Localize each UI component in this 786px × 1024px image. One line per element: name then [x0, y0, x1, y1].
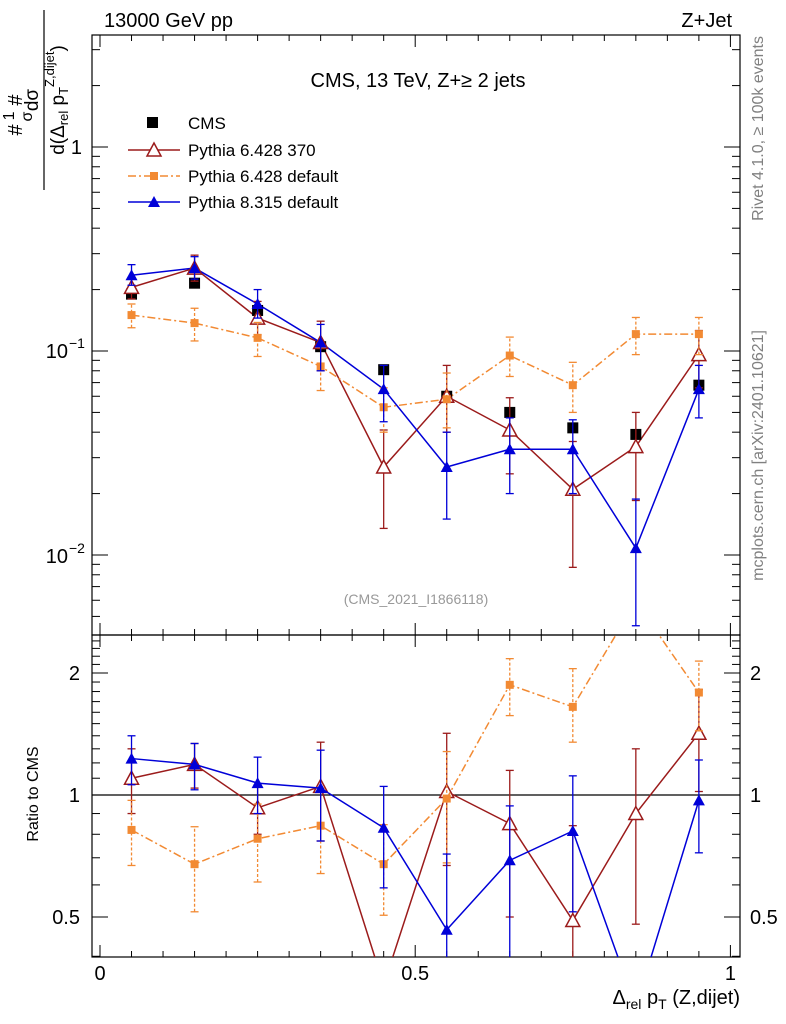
- data-point-pythia6-370: [123, 278, 140, 295]
- data-point-pythia8: [629, 542, 642, 554]
- legend-marker-pythia6-370: [145, 141, 163, 157]
- ratio-point-pythia8: [503, 854, 516, 866]
- data-point-pythia6-default: [694, 330, 703, 339]
- legend: CMS Pythia 6.428 370 Pythia 6.428 defaul…: [128, 114, 339, 212]
- data-point-pythia8: [377, 383, 390, 395]
- x-tick-label: 0.5: [401, 963, 429, 985]
- main-ylabel-text: #1σ #: [1, 94, 36, 136]
- y-tick-label-pow: 10: [46, 341, 68, 363]
- ratio-y-tick-label: 2: [69, 663, 80, 685]
- data-point-cms: [189, 277, 201, 289]
- ratio-point-pythia6-370: [377, 978, 391, 991]
- header-right: Z+Jet: [681, 10, 732, 32]
- chart-title: CMS, 13 TeV, Z+≥ 2 jets: [311, 70, 526, 92]
- ylabel-hash: #: [5, 124, 27, 136]
- data-point-pythia8: [251, 297, 264, 309]
- ratio-point-pythia8: [251, 777, 264, 789]
- y-tick-label-pow: 10: [46, 546, 68, 568]
- ylabel-dsigma: dσ: [22, 89, 43, 112]
- ratio-point-pythia8: [314, 782, 327, 794]
- y-tick-label-1: 1: [71, 137, 82, 159]
- series-line-2: [131, 314, 699, 409]
- ratio-line-1: [131, 635, 700, 866]
- ratio-point-pythia6-370: [690, 724, 708, 741]
- ylabel-one: 1: [1, 111, 18, 120]
- data-point-pythia8: [125, 269, 138, 281]
- data-point-pythia6-default: [190, 319, 199, 328]
- data-point-pythia6-370: [627, 437, 645, 454]
- data-point-pythia6-default: [568, 381, 577, 390]
- ratio-point-pythia8: [188, 758, 201, 770]
- mcplots-label: mcplots.cern.ch [arXiv:2401.10621]: [750, 330, 767, 581]
- series-line-1: [131, 267, 700, 491]
- ratio-point-pythia8: [440, 923, 453, 935]
- ratio-y-tick-label-right: 0.5: [750, 907, 778, 929]
- x-tick-label: 1: [725, 963, 736, 985]
- ratio-frame: [91, 634, 741, 958]
- ratio-data: [92, 635, 740, 991]
- ylabel-denominator: d(Δrel pTZ,dijet): [42, 45, 71, 155]
- legend-label-pythia6-default: Pythia 6.428 default: [188, 167, 339, 186]
- ratio-point-pythia6-default: [505, 680, 514, 689]
- ratio-y-tick-label-right: 2: [750, 663, 761, 685]
- main-ylabel: #1σ #: [1, 94, 36, 136]
- rivet-label: Rivet 4.1.0, ≥ 100k events: [750, 36, 767, 221]
- header-left: 13000 GeV pp: [104, 10, 233, 32]
- ratio-point-pythia6-default: [694, 688, 703, 697]
- ratio-line-0: [131, 732, 700, 957]
- data-point-pythia8: [503, 443, 516, 455]
- data-point-pythia6-370: [375, 458, 392, 474]
- legend-label-pythia8: Pythia 8.315 default: [188, 193, 339, 212]
- ylabel-sigma: σ: [19, 111, 36, 121]
- legend-label-cms: CMS: [188, 114, 226, 133]
- ratio-point-pythia8: [566, 825, 579, 837]
- legend-marker-cms: [147, 117, 158, 128]
- main-data: [123, 254, 708, 627]
- ratio-point-pythia8: [377, 821, 390, 833]
- ratio-point-pythia6-370: [627, 804, 645, 821]
- ratio-point-pythia8: [692, 794, 705, 806]
- ratio-point-pythia6-default: [127, 825, 136, 834]
- ratio-ylabel: Ratio to CMS: [25, 746, 42, 841]
- data-point-pythia8: [440, 461, 453, 473]
- data-point-pythia8: [314, 336, 327, 348]
- legend-marker-pythia6-default: [150, 172, 158, 180]
- legend-marker-pythia8: [148, 196, 160, 207]
- x-axis-label: Δrel pT (Z,dijet): [612, 987, 740, 1012]
- analysis-tag: (CMS_2021_I1866118): [344, 591, 489, 607]
- ratio-y-tick-label-right: 1: [750, 785, 761, 807]
- ratio-point-pythia6-default: [442, 794, 451, 803]
- main-ylabel-fraction: dσ d(Δrel pTZ,dijet): [22, 10, 71, 190]
- ratio-point-pythia6-default: [190, 860, 199, 869]
- ratio-point-pythia6-default: [253, 834, 262, 843]
- ratio-y-tick-label: 0.5: [52, 907, 80, 929]
- ratio-line-2: [131, 757, 700, 957]
- data-point-pythia8: [566, 443, 579, 455]
- ratio-y-tick-label: 1: [69, 785, 80, 807]
- legend-label-pythia6-370: Pythia 6.428 370: [188, 141, 316, 160]
- data-point-pythia6-default: [631, 330, 640, 339]
- data-point-pythia6-default: [127, 311, 136, 320]
- ratio-point-pythia8: [125, 752, 138, 764]
- data-point-pythia6-default: [505, 351, 514, 360]
- y-tick-label-exp: −2: [69, 540, 85, 556]
- ratio-point-pythia6-default: [568, 702, 577, 711]
- y-tick-label-exp: −1: [69, 335, 85, 351]
- data-point-pythia8: [188, 262, 201, 274]
- ylabel-hash2: #: [5, 94, 27, 106]
- x-tick-label: 0: [94, 963, 105, 985]
- data-point-pythia6-default: [442, 395, 451, 404]
- ratio-point-pythia6-370: [564, 911, 582, 928]
- data-point-pythia6-default: [253, 333, 262, 342]
- series-line-3: [131, 267, 700, 550]
- data-point-pythia8: [692, 383, 705, 395]
